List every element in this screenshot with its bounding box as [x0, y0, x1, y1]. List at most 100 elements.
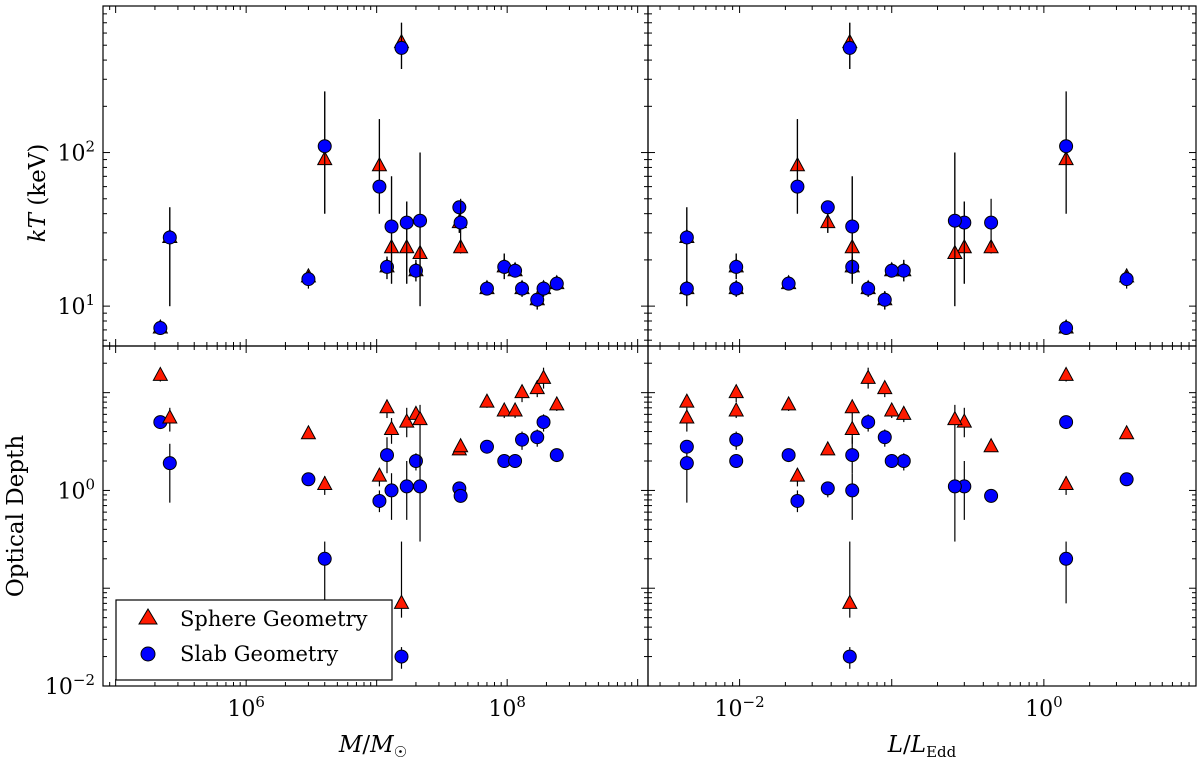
- slab-point: [379, 259, 394, 274]
- slab-point: [317, 551, 332, 566]
- slab-point: [845, 448, 860, 463]
- y-tick-label: 10−2: [45, 671, 95, 700]
- slab-point: [845, 483, 860, 498]
- sphere-point: [819, 440, 836, 456]
- legend-sphere-label: Sphere Geometry: [180, 607, 368, 631]
- slab-point: [399, 215, 414, 230]
- slab-point: [861, 415, 876, 430]
- data-points: [678, 366, 1135, 669]
- slab-point: [413, 213, 428, 228]
- slab-point: [162, 456, 177, 471]
- sphere-point: [841, 594, 858, 609]
- slab-point: [896, 263, 911, 278]
- slab-point: [781, 448, 796, 463]
- slab-point: [399, 479, 414, 494]
- slab-point: [479, 439, 494, 454]
- sphere-point: [876, 379, 893, 395]
- panel-frame: [102, 5, 649, 347]
- sphere-point: [844, 420, 861, 435]
- slab-point: [453, 488, 468, 503]
- slab-point: [384, 219, 399, 234]
- panel-kt-vs-ledd: [647, 5, 1197, 347]
- panels-layer: 101 102 10−2 100 106 108 10−2 100: [45, 5, 1197, 722]
- sphere-point: [316, 475, 333, 491]
- sphere-point: [789, 467, 806, 482]
- slab-point: [947, 479, 962, 494]
- slab-point: [861, 281, 876, 296]
- slab-point: [729, 432, 744, 447]
- sphere-point: [728, 401, 745, 417]
- sphere-point: [300, 424, 317, 440]
- slab-point: [1059, 139, 1074, 154]
- sphere-point: [514, 383, 530, 399]
- sphere-point: [860, 369, 877, 384]
- slab-point: [536, 415, 551, 430]
- slab-point: [1059, 321, 1074, 336]
- legend-slab-marker: [140, 646, 156, 662]
- y-tick-label: 101: [57, 291, 95, 320]
- legend-slab-label: Slab Geometry: [180, 642, 338, 666]
- slab-point: [820, 200, 835, 215]
- slab-point: [729, 259, 744, 274]
- sphere-point: [678, 408, 695, 424]
- data-points: [678, 22, 1135, 336]
- slab-point: [845, 219, 860, 234]
- slab-point: [372, 493, 387, 508]
- slab-point: [301, 472, 316, 487]
- sphere-point: [1058, 366, 1074, 381]
- slab-point: [884, 454, 899, 469]
- sphere-point: [452, 437, 469, 453]
- sphere-point: [507, 401, 523, 417]
- sphere-point: [1058, 475, 1074, 491]
- x-tick-label: 108: [488, 693, 526, 722]
- xlabel-left: M/M☉: [338, 732, 407, 761]
- slab-point: [408, 454, 423, 469]
- legend-entry-sphere: Sphere Geometry: [138, 607, 368, 631]
- sphere-point: [947, 410, 963, 426]
- slab-point: [884, 263, 899, 278]
- slab-point: [153, 321, 168, 336]
- slab-point: [984, 488, 999, 503]
- slab-point: [549, 448, 564, 463]
- slab-point: [413, 479, 428, 494]
- slab-point: [679, 456, 694, 471]
- slab-point: [479, 281, 494, 296]
- slab-point: [453, 215, 468, 230]
- sphere-point: [728, 383, 745, 399]
- sphere-point: [371, 467, 388, 482]
- panel-frame: [647, 345, 1197, 687]
- slab-point: [515, 281, 530, 296]
- slab-point: [508, 263, 523, 278]
- slab-point: [679, 281, 694, 296]
- sphere-point: [412, 410, 428, 426]
- slab-point: [1119, 272, 1134, 287]
- slab-point: [729, 281, 744, 296]
- slab-point: [317, 139, 332, 154]
- sphere-point: [535, 369, 552, 384]
- slab-point: [842, 649, 857, 664]
- legend-entry-slab: Slab Geometry: [140, 642, 338, 666]
- panel-frame: [647, 5, 1197, 347]
- x-tick-label: 10−2: [715, 693, 765, 722]
- sphere-point: [479, 393, 495, 408]
- slab-point: [790, 493, 805, 508]
- slab-point: [394, 40, 409, 55]
- slab-point: [536, 281, 551, 296]
- sphere-point: [152, 366, 169, 381]
- slab-point: [408, 263, 423, 278]
- slab-point: [301, 272, 316, 287]
- y-tick-label: 100: [57, 475, 95, 504]
- x-tick-label: 106: [227, 693, 265, 722]
- slab-point: [162, 230, 177, 245]
- sphere-point: [678, 393, 695, 408]
- slab-point: [530, 430, 545, 445]
- ylabel-bottom: Optical Depth: [3, 435, 29, 597]
- x-tick-label: 100: [1025, 693, 1063, 722]
- slab-point: [508, 454, 523, 469]
- sphere-point: [379, 398, 395, 414]
- sphere-point: [883, 401, 900, 417]
- sphere-point: [895, 405, 912, 420]
- sphere-point: [496, 401, 513, 417]
- slab-point: [384, 483, 399, 498]
